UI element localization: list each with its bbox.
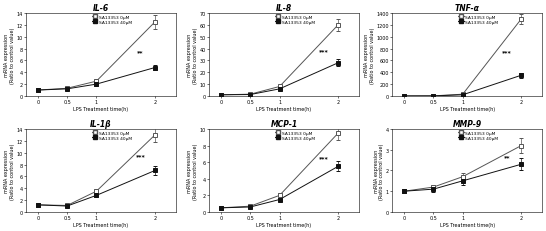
Title: MCP-1: MCP-1: [270, 120, 298, 129]
Legend: SA13353 0μM, SA13353 40μM: SA13353 0μM, SA13353 40μM: [91, 130, 133, 141]
Title: IL-6: IL-6: [93, 4, 109, 13]
X-axis label: LPS Treatment time(h): LPS Treatment time(h): [257, 222, 312, 227]
X-axis label: LPS Treatment time(h): LPS Treatment time(h): [440, 106, 495, 111]
Legend: SA13353 0μM, SA13353 40μM: SA13353 0μM, SA13353 40μM: [458, 130, 499, 141]
Y-axis label: mRNA expression
(Ratio to control value): mRNA expression (Ratio to control value): [4, 27, 15, 83]
Title: IL-8: IL-8: [276, 4, 292, 13]
Text: **: **: [137, 50, 144, 55]
X-axis label: LPS Treatment time(h): LPS Treatment time(h): [73, 106, 128, 111]
Text: ***: ***: [319, 156, 328, 161]
Title: TNF-α: TNF-α: [455, 4, 479, 13]
Y-axis label: mRNA expression
(Ratio to control value): mRNA expression (Ratio to control value): [364, 27, 375, 83]
Legend: SA13353 0μM, SA13353 40μM: SA13353 0μM, SA13353 40μM: [274, 130, 316, 141]
Y-axis label: mRNA expression
(Ratio to control value): mRNA expression (Ratio to control value): [373, 143, 384, 199]
X-axis label: LPS Treatment time(h): LPS Treatment time(h): [440, 222, 495, 227]
X-axis label: LPS Treatment time(h): LPS Treatment time(h): [257, 106, 312, 111]
Text: **: **: [503, 155, 510, 160]
Y-axis label: mRNA expression
(Ratio to control value): mRNA expression (Ratio to control value): [187, 27, 198, 83]
X-axis label: LPS Treatment time(h): LPS Treatment time(h): [73, 222, 128, 227]
Y-axis label: mRNA expression
(Ratio to control value): mRNA expression (Ratio to control value): [4, 143, 15, 199]
Legend: SA13353 0μM, SA13353 40μM: SA13353 0μM, SA13353 40μM: [91, 15, 133, 26]
Title: IL-1β: IL-1β: [90, 120, 111, 129]
Title: MMP-9: MMP-9: [453, 120, 482, 129]
Y-axis label: mRNA expression
(Ratio to control value): mRNA expression (Ratio to control value): [187, 143, 198, 199]
Legend: SA13353 0μM, SA13353 40μM: SA13353 0μM, SA13353 40μM: [274, 15, 316, 26]
Legend: SA13353 0μM, SA13353 40μM: SA13353 0μM, SA13353 40μM: [458, 15, 499, 26]
Text: ***: ***: [502, 50, 512, 55]
Text: ***: ***: [135, 153, 145, 158]
Text: ***: ***: [319, 49, 328, 54]
